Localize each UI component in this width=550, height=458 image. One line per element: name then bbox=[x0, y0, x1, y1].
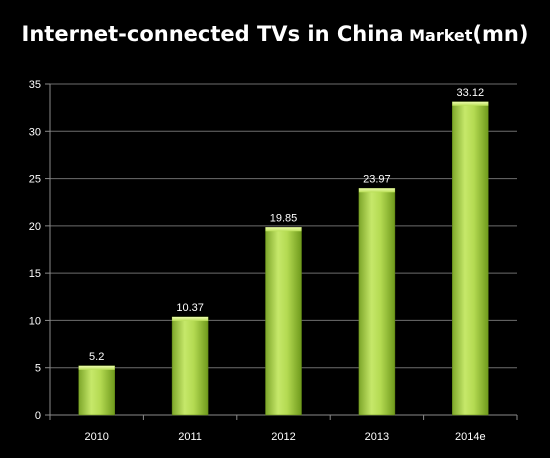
chart-unit: (mn) bbox=[472, 22, 529, 46]
x-tick-label: 2013 bbox=[365, 431, 389, 443]
x-tick-label: 2014e bbox=[455, 431, 486, 443]
bar bbox=[358, 188, 396, 416]
x-tick-label: 2011 bbox=[178, 431, 202, 443]
bar-top-bevel bbox=[358, 188, 395, 193]
y-tick-label: 30 bbox=[29, 126, 41, 138]
y-tick-label: 0 bbox=[35, 410, 41, 422]
y-tick-label: 35 bbox=[29, 79, 41, 91]
chart-subtitle: Market bbox=[409, 26, 473, 45]
data-label: 5.2 bbox=[89, 351, 104, 363]
data-labels: 5.2 10.37 19.85 23.97 33.12 bbox=[89, 87, 484, 363]
bar-top-bevel bbox=[78, 365, 115, 370]
x-tick-label: 2012 bbox=[271, 431, 295, 443]
data-label: 23.97 bbox=[363, 173, 391, 185]
bar bbox=[452, 101, 489, 416]
bars bbox=[78, 101, 489, 416]
y-tick-labels: 0 5 10 15 20 25 30 35 bbox=[29, 79, 41, 422]
data-label: 33.12 bbox=[457, 87, 485, 99]
bar-top-bevel bbox=[265, 227, 302, 232]
data-label: 10.37 bbox=[176, 302, 204, 314]
y-tick-label: 15 bbox=[29, 268, 41, 280]
y-tick-label: 5 bbox=[35, 363, 41, 375]
bar bbox=[171, 316, 209, 416]
x-tick-labels: 2010 2011 2012 2013 2014e bbox=[84, 431, 485, 443]
y-tick-label: 10 bbox=[29, 315, 41, 327]
data-label: 19.85 bbox=[270, 212, 298, 224]
x-tick-label: 2010 bbox=[84, 431, 108, 443]
bar-top-bevel bbox=[452, 101, 489, 106]
bar bbox=[78, 365, 115, 416]
y-tick-label: 25 bbox=[29, 174, 41, 186]
chart-title-block: Internet-connected TVs in China Market(m… bbox=[0, 22, 550, 46]
bar-top-bevel bbox=[172, 316, 209, 321]
y-tick-label: 20 bbox=[29, 221, 41, 233]
chart-title: Internet-connected TVs in China bbox=[21, 22, 404, 46]
bar bbox=[265, 227, 302, 416]
